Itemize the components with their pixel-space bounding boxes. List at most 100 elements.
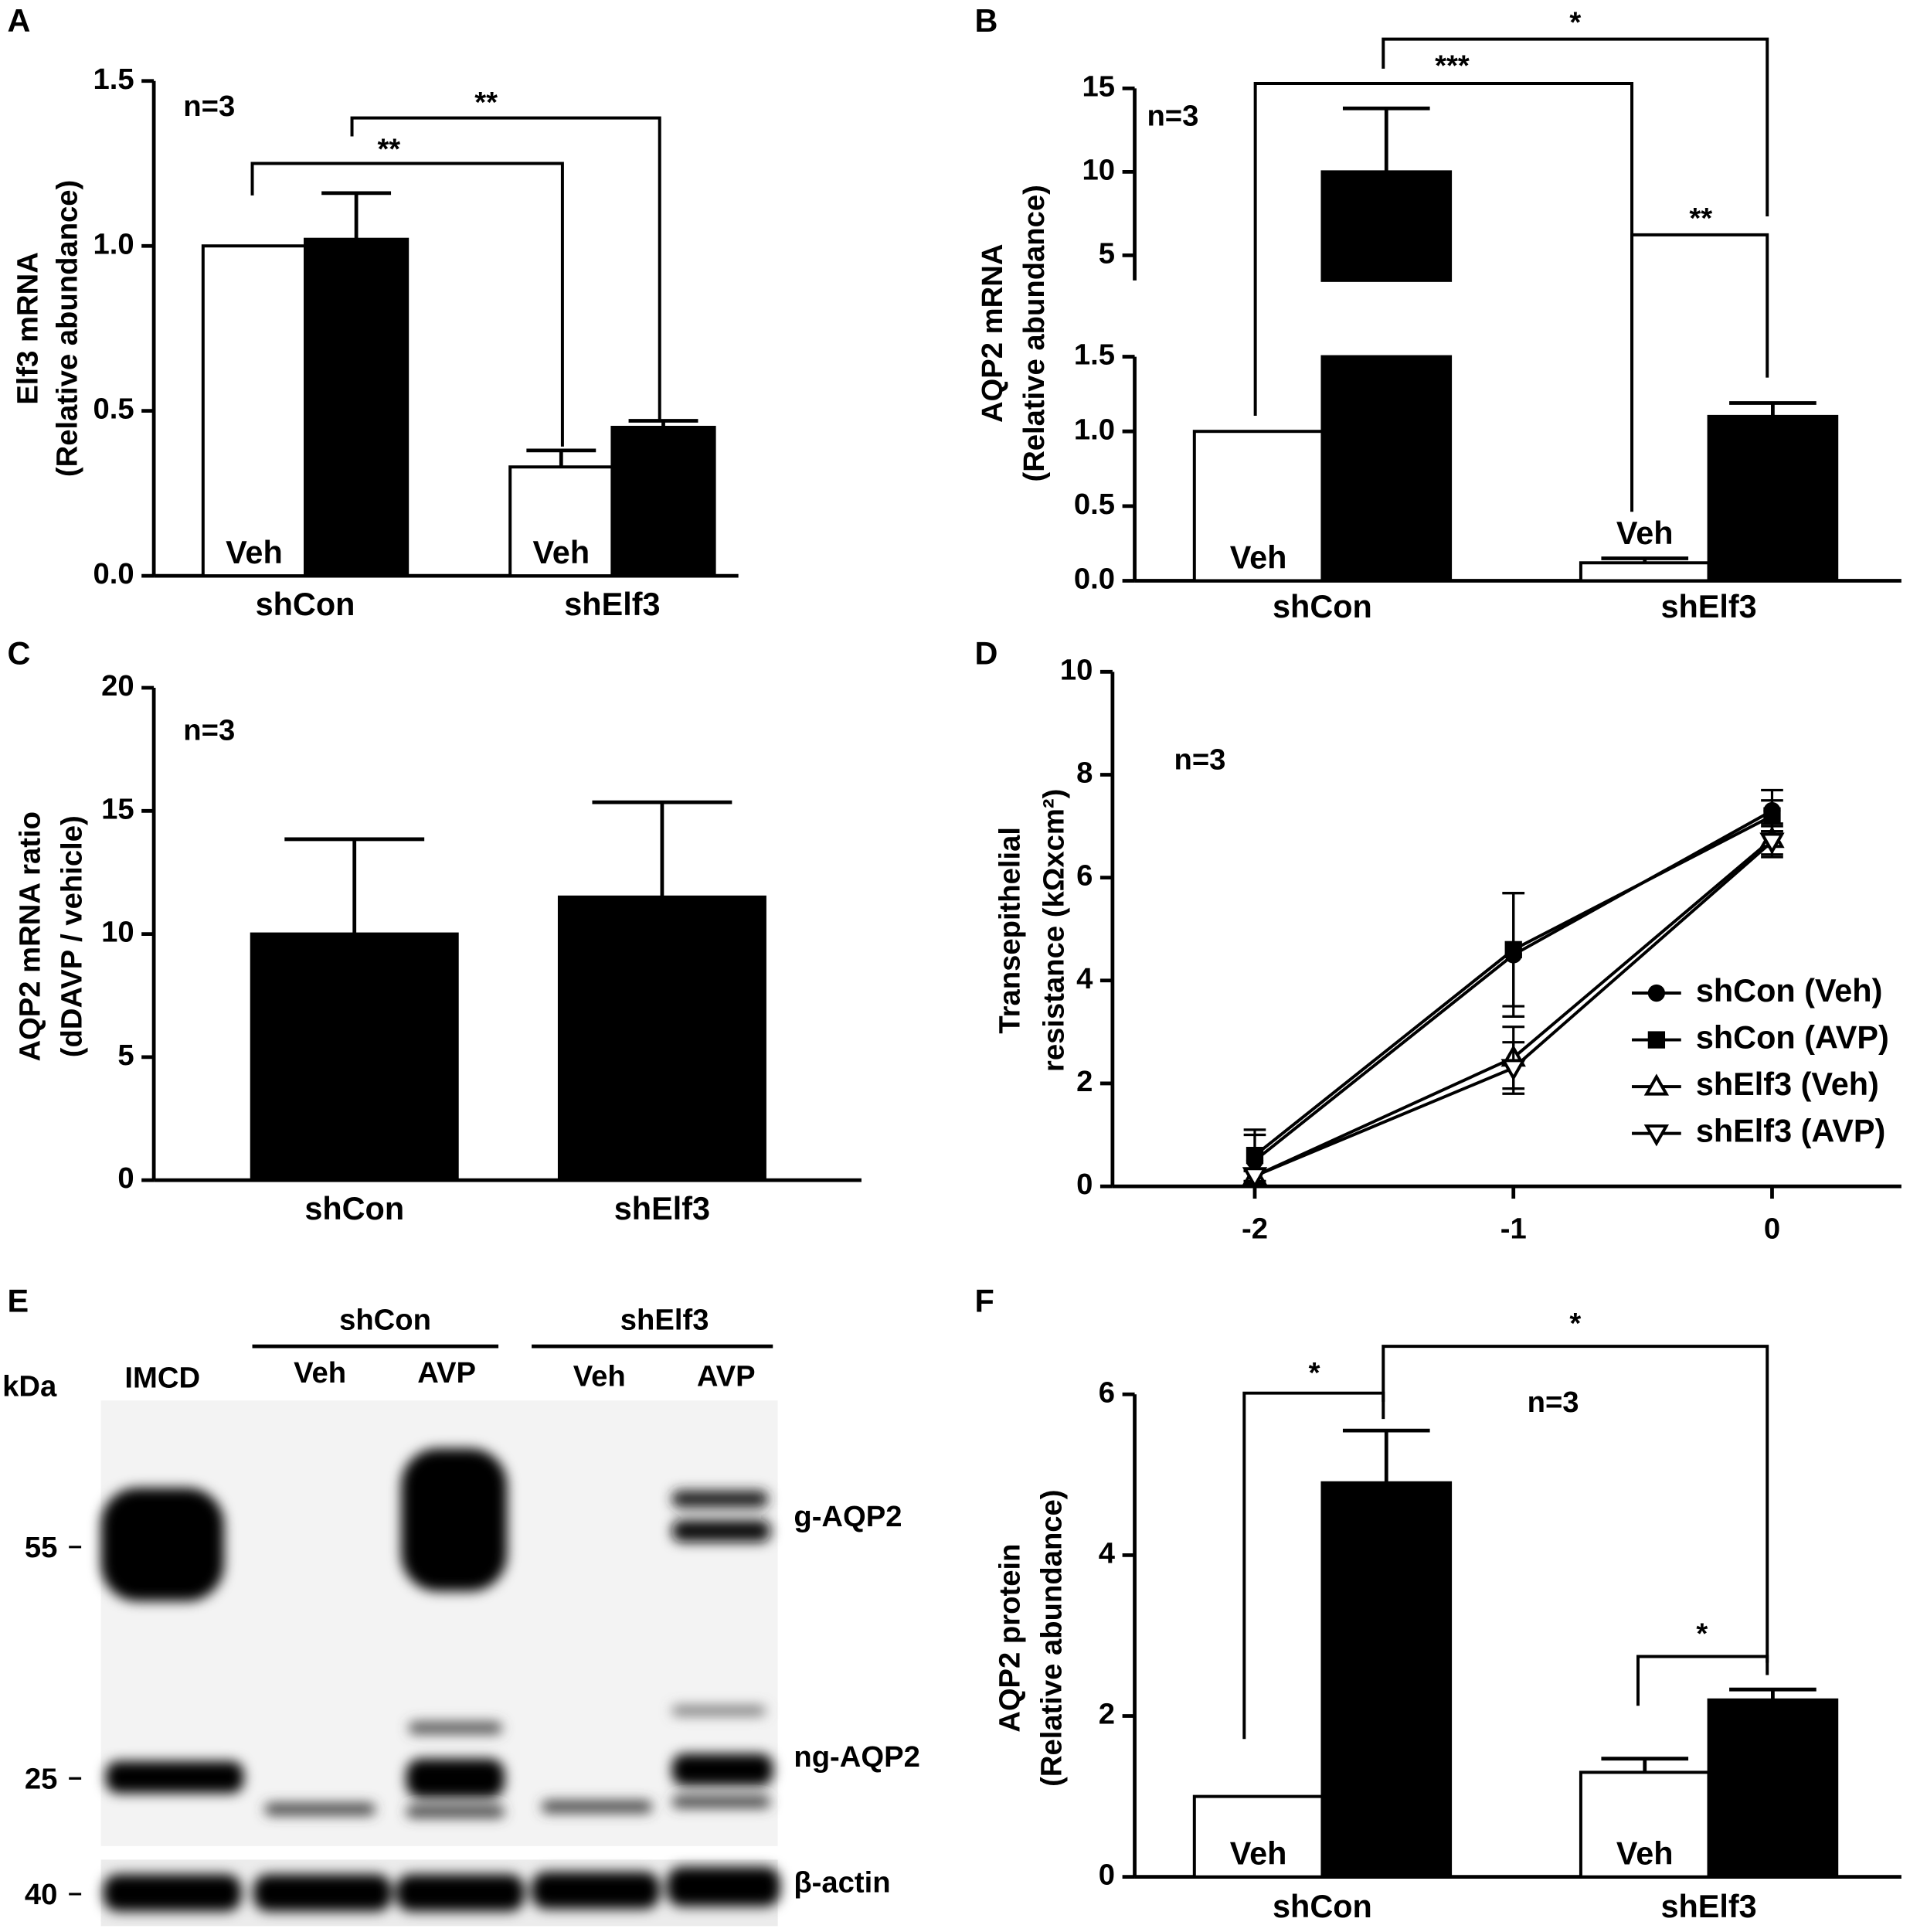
legend-marker xyxy=(1647,984,1666,1002)
x-tick-label: shElf3 xyxy=(1660,589,1756,624)
legend-label: shCon (Veh) xyxy=(1696,973,1883,1009)
annotation: n=3 xyxy=(1528,1386,1579,1419)
x-tick-label: shCon xyxy=(256,587,355,622)
y-tick-label: 20 xyxy=(101,669,134,702)
bar xyxy=(1192,1794,1324,1879)
bar xyxy=(1579,561,1711,583)
legend-label: shElf3 (Veh) xyxy=(1696,1066,1879,1102)
bar xyxy=(1320,170,1453,282)
marker xyxy=(1763,807,1781,825)
band xyxy=(103,1874,242,1912)
band xyxy=(401,1448,508,1592)
group-label: shElf3 xyxy=(620,1303,709,1336)
legend-label: shElf3 (AVP) xyxy=(1696,1114,1885,1149)
band xyxy=(406,1758,505,1798)
x-tick-label: shElf3 xyxy=(614,1191,710,1226)
y-tick-label: 15 xyxy=(101,792,134,825)
y-axis-label: resistance (kΩxcm²) xyxy=(1038,789,1071,1072)
x-tick-label: -2 xyxy=(1242,1213,1268,1246)
y-tick-label: 0 xyxy=(117,1162,134,1195)
legend-marker xyxy=(1647,1031,1666,1049)
y-axis-label: Transepithelial xyxy=(993,827,1026,1034)
significance-bracket xyxy=(250,162,564,447)
lane-label: AVP xyxy=(697,1360,756,1393)
y-tick-label: 15 xyxy=(1082,70,1116,103)
bar xyxy=(557,895,766,1182)
y-axis-label: AQP2 protein xyxy=(993,1544,1026,1733)
significance-bracket xyxy=(1382,1345,1769,1663)
band-label: g-AQP2 xyxy=(794,1500,902,1533)
bar xyxy=(304,237,410,578)
y-tick-label: 6 xyxy=(1099,1376,1115,1409)
y-tick-label: 2 xyxy=(1076,1065,1093,1098)
legend-label: shCon (AVP) xyxy=(1696,1020,1889,1056)
y-axis-label: (Relative abundance) xyxy=(50,180,83,477)
bar xyxy=(1320,355,1453,583)
significance-bracket xyxy=(1382,37,1769,216)
marker xyxy=(1759,832,1785,855)
panel-label: B xyxy=(974,3,997,39)
bar xyxy=(610,426,716,578)
unit-label: kDa xyxy=(2,1369,57,1403)
band-label: ng-AQP2 xyxy=(794,1740,920,1774)
annotation: n=3 xyxy=(1147,100,1198,133)
y-tick-label: 8 xyxy=(1076,757,1093,790)
annotation: * xyxy=(1569,6,1581,39)
group-label: shCon xyxy=(339,1303,431,1336)
band xyxy=(406,1805,505,1818)
y-tick-label: 0 xyxy=(1099,1859,1115,1892)
x-tick-label: -1 xyxy=(1500,1213,1527,1246)
x-tick-label: shCon xyxy=(1273,1889,1372,1924)
y-tick-label: 1.0 xyxy=(93,227,134,260)
bar-label: Veh xyxy=(1616,515,1674,551)
marker-label: 55 xyxy=(25,1531,58,1564)
bar xyxy=(1320,1481,1453,1879)
annotation: * xyxy=(1696,1617,1708,1651)
y-axis-label: (Relative abundance) xyxy=(1035,1489,1069,1786)
bar xyxy=(201,244,308,578)
bar-label: Veh xyxy=(532,535,590,570)
band xyxy=(105,1760,244,1794)
bands xyxy=(100,1448,780,1912)
marker-label: 25 xyxy=(25,1763,58,1796)
band xyxy=(667,1866,780,1906)
marker xyxy=(1504,940,1522,958)
y-tick-label: 1.0 xyxy=(1074,413,1115,446)
marker-label: 40 xyxy=(25,1878,58,1911)
bar xyxy=(250,932,459,1182)
band xyxy=(671,1519,771,1543)
bar-label: AVP xyxy=(631,535,695,570)
lane-label: IMCD xyxy=(124,1361,200,1394)
y-tick-label: 0.0 xyxy=(1074,563,1115,596)
bar-label: AVP xyxy=(1741,1836,1804,1872)
y-tick-label: 5 xyxy=(1099,237,1115,270)
y-tick-label: 1.5 xyxy=(1074,338,1115,372)
significance-bracket xyxy=(350,116,661,420)
y-tick-label: 0.5 xyxy=(1074,488,1115,521)
marker xyxy=(1242,1167,1268,1189)
lane-label: AVP xyxy=(417,1356,476,1389)
marker xyxy=(1500,1059,1526,1081)
band xyxy=(671,1753,773,1786)
y-tick-label: 4 xyxy=(1099,1537,1116,1570)
x-tick-label: shElf3 xyxy=(564,587,660,622)
y-tick-label: 10 xyxy=(1082,153,1116,186)
y-axis-label: (Relative abundance) xyxy=(1018,185,1051,481)
y-tick-label: 6 xyxy=(1076,859,1093,893)
annotation: * xyxy=(1569,1307,1581,1340)
band xyxy=(671,1706,766,1716)
panel-label: F xyxy=(974,1283,994,1318)
annotation: ** xyxy=(377,133,400,166)
legend-marker xyxy=(1643,1124,1670,1147)
x-tick-label: shCon xyxy=(1273,589,1372,624)
y-tick-label: 0 xyxy=(1076,1168,1093,1201)
annotation: ** xyxy=(474,86,498,119)
band xyxy=(100,1488,224,1601)
x-tick-label: 0 xyxy=(1764,1213,1780,1246)
bar-label: Veh xyxy=(1616,1836,1674,1872)
annotation: * xyxy=(1309,1356,1320,1389)
western-blot: E shCon shElf3 kDa IMCD Veh AVP Veh AVP xyxy=(2,1283,920,1927)
band xyxy=(253,1874,392,1912)
